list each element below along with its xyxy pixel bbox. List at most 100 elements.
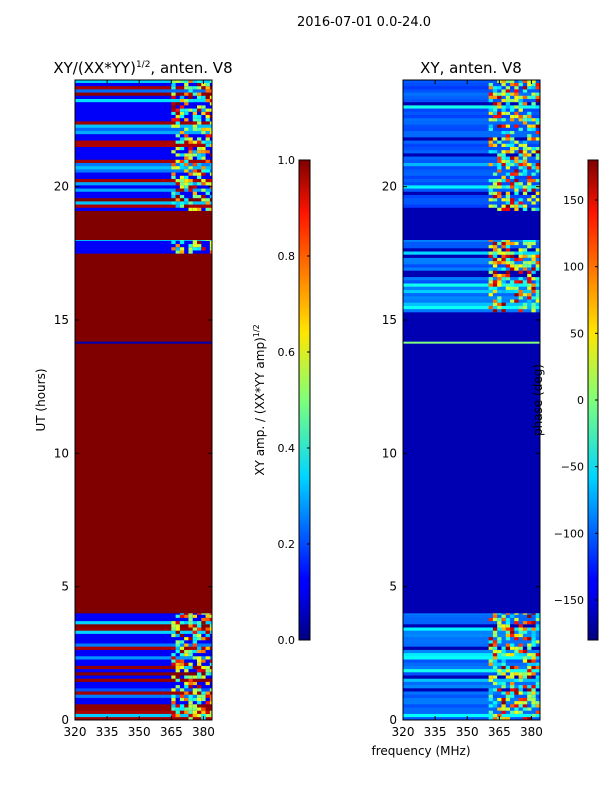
heatmap-cell (522, 675, 528, 679)
heatmap-cell (192, 153, 198, 157)
heatmap-cell (518, 633, 523, 638)
heatmap-cell (488, 85, 493, 90)
heatmap-cell (510, 172, 515, 176)
heatmap-row (403, 665, 540, 670)
heatmap-cell (505, 697, 511, 702)
heatmap-cell (171, 697, 176, 702)
heatmap-cell (527, 280, 532, 284)
heatmap-row (75, 95, 212, 99)
heatmap-cell (171, 627, 176, 631)
heatmap-cell (514, 633, 519, 638)
heatmap-cell (527, 85, 532, 90)
heatmap-cell (518, 684, 523, 689)
heatmap-cell (501, 302, 506, 306)
heatmap-row (75, 111, 212, 115)
heatmap-cell (205, 114, 210, 119)
heatmap-cell (527, 716, 532, 720)
heatmap-cell (501, 254, 506, 258)
heatmap-cell (514, 286, 519, 290)
heatmap-cell (488, 140, 493, 144)
heatmap-row (403, 244, 540, 249)
heatmap-row (75, 716, 212, 720)
heatmap-cell (201, 697, 206, 702)
heatmap-cell (531, 620, 536, 625)
heatmap-row (403, 165, 540, 170)
heatmap-cell (527, 652, 532, 657)
heatmap-cell (488, 697, 493, 702)
heatmap-cell (205, 85, 210, 90)
heatmap-cell (209, 80, 212, 83)
heatmap-cell (518, 153, 523, 157)
heatmap-row (403, 305, 540, 310)
heatmap-cell (505, 260, 511, 265)
heatmap-cell (505, 159, 511, 163)
heatmap-row (75, 675, 212, 679)
heatmap-cell (522, 264, 528, 268)
heatmap-cell (184, 665, 189, 670)
heatmap-cell (197, 108, 202, 112)
heatmap-cell (535, 665, 540, 670)
heatmap-cell (179, 662, 185, 666)
heatmap-cell (492, 649, 498, 654)
heatmap-cell (179, 665, 185, 670)
heatmap-cell (488, 668, 493, 673)
heatmap-cell (175, 668, 180, 673)
heatmap-row (403, 121, 540, 125)
heatmap-cell (531, 672, 536, 676)
heatmap-cell (527, 133, 532, 138)
heatmap-cell (171, 172, 176, 176)
heatmap-cell (505, 111, 511, 115)
heatmap-cell (188, 207, 193, 211)
heatmap-cell (184, 178, 189, 183)
heatmap-cell (527, 244, 532, 249)
heatmap-row (75, 172, 212, 176)
heatmap-cell (205, 82, 210, 87)
heatmap-row (75, 207, 212, 211)
heatmap-cell (497, 649, 502, 654)
heatmap-cell (505, 156, 511, 160)
heatmap-cell (535, 130, 540, 135)
heatmap-cell (505, 652, 511, 657)
heatmap-cell (492, 197, 498, 202)
heatmap-cell (505, 668, 511, 673)
colorbar-tick-label: 150 (563, 194, 584, 207)
heatmap-cell (171, 620, 176, 625)
heatmap-cell (510, 675, 515, 679)
heatmap-cell (531, 652, 536, 657)
heatmap-cell (209, 98, 212, 103)
heatmap-cell (505, 276, 511, 281)
heatmap-cell (488, 710, 493, 714)
heatmap-cell (518, 80, 523, 83)
heatmap-cell (197, 121, 202, 125)
heatmap-cell (522, 162, 528, 167)
heatmap-cell (192, 207, 198, 211)
heatmap-cell (201, 108, 206, 112)
heatmap-cell (188, 85, 193, 90)
heatmap-cell (510, 159, 515, 163)
heatmap-cell (197, 114, 202, 119)
heatmap-cell (531, 95, 536, 99)
heatmap-cell (492, 244, 498, 249)
heatmap-cell (175, 707, 180, 711)
heatmap-cell (518, 264, 523, 268)
heatmap-cell (497, 636, 502, 641)
heatmap-cell (184, 80, 189, 83)
heatmap-row (75, 165, 212, 170)
heatmap-cell (531, 643, 536, 647)
heatmap-cell (171, 662, 176, 666)
heatmap-cell (514, 172, 519, 176)
heatmap-cell (510, 646, 515, 650)
heatmap-cell (205, 127, 210, 131)
heatmap-cell (201, 95, 206, 99)
heatmap-row (75, 713, 212, 718)
heatmap-cell (505, 643, 511, 647)
phase-colorbar: 150 100 50 0 −50 −100 −150 phase (deg) (531, 159, 599, 641)
heatmap-cell (505, 95, 511, 99)
heatmap-cell (205, 191, 210, 195)
heatmap-cell (531, 80, 536, 83)
heatmap-cell (175, 80, 180, 83)
heatmap-cell (531, 267, 536, 271)
heatmap-cell (514, 283, 519, 287)
heatmap-cell (518, 98, 523, 103)
heatmap-cell (531, 713, 536, 718)
